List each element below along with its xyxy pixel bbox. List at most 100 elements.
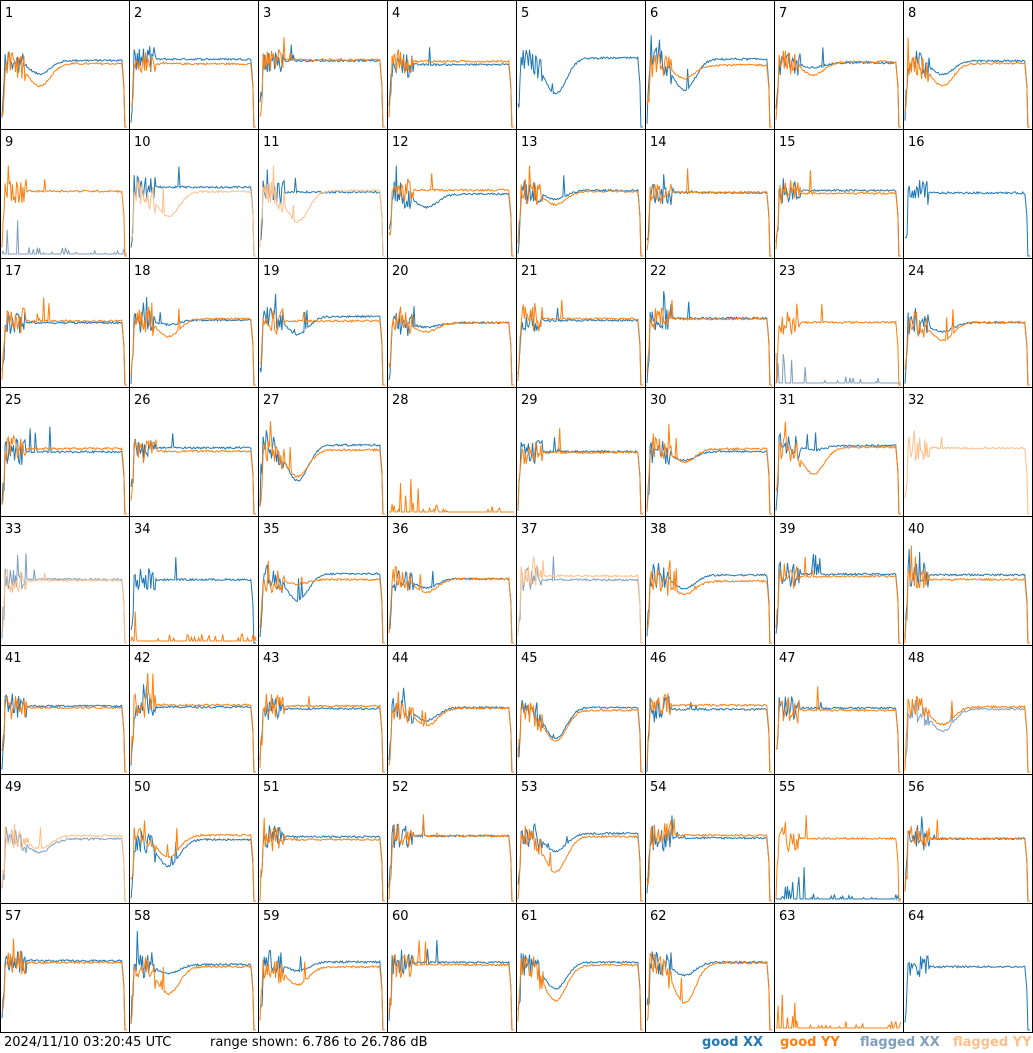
tile-number: 8 — [908, 6, 916, 21]
spectrum-yy — [904, 545, 1030, 644]
spectrum-xx — [904, 50, 1030, 128]
spectrum-xx — [517, 699, 643, 773]
tile-24: 24 — [903, 258, 1033, 388]
tile-2: 2 — [129, 0, 259, 130]
tile-31: 31 — [774, 387, 904, 517]
tile-number: 55 — [779, 780, 796, 795]
tile-46: 46 — [645, 645, 775, 775]
tile-frame — [516, 129, 646, 259]
tile-49: 49 — [0, 774, 130, 904]
tile-32: 32 — [903, 387, 1033, 517]
tile-number: 25 — [5, 393, 22, 408]
tile-51: 51 — [258, 774, 388, 904]
tile-4: 4 — [387, 0, 517, 130]
tile-number: 24 — [908, 264, 925, 279]
spectrum-yy — [1, 568, 127, 644]
tile-number: 60 — [392, 909, 409, 924]
range-shown: range shown: 6.786 to 26.786 dB — [210, 1035, 428, 1050]
tile-22: 22 — [645, 258, 775, 388]
tile-number: 47 — [779, 651, 796, 666]
spectrum-yy — [1, 165, 127, 257]
tile-number: 64 — [908, 909, 925, 924]
tile-54: 54 — [645, 774, 775, 904]
tile-39: 39 — [774, 516, 904, 646]
tile-frame — [129, 774, 259, 904]
tile-number: 57 — [5, 909, 22, 924]
tile-number: 33 — [5, 522, 22, 537]
legend-good-xx: good XX — [702, 1035, 764, 1050]
tile-number: 7 — [779, 6, 787, 21]
spectrum-xx — [388, 939, 514, 1031]
tile-43: 43 — [258, 645, 388, 775]
spectrum-yy — [1, 297, 127, 386]
tile-42: 42 — [129, 645, 259, 775]
tile-number: 43 — [263, 651, 280, 666]
spectrum-xx — [259, 698, 385, 773]
spectrum-xx — [1, 220, 127, 256]
tile-52: 52 — [387, 774, 517, 904]
tile-number: 11 — [263, 135, 280, 150]
spectrum-yy — [1, 938, 127, 1031]
tile-number: 1 — [5, 6, 13, 21]
spectrum-xx — [904, 955, 1030, 1031]
spectrum-yy — [388, 940, 514, 1031]
tile-53: 53 — [516, 774, 646, 904]
tile-1: 1 — [0, 0, 130, 130]
spectrum-yy — [517, 825, 643, 902]
spectrum-yy — [1, 51, 127, 128]
tile-number: 41 — [5, 651, 22, 666]
tile-number: 10 — [134, 135, 151, 150]
tile-5: 5 — [516, 0, 646, 130]
tile-64: 64 — [903, 903, 1033, 1033]
tile-number: 61 — [521, 909, 538, 924]
spectrum-yy — [904, 696, 1030, 773]
tile-frame — [258, 645, 388, 775]
spectrum-yy — [388, 306, 514, 386]
tile-15: 15 — [774, 129, 904, 259]
tile-28: 28 — [387, 387, 517, 517]
tile-frame — [903, 387, 1033, 517]
tile-number: 42 — [134, 651, 151, 666]
spectrum-xx — [646, 562, 772, 644]
tile-40: 40 — [903, 516, 1033, 646]
tile-14: 14 — [645, 129, 775, 259]
tile-57: 57 — [0, 903, 130, 1033]
spectrum-yy — [775, 303, 901, 386]
legend-good-yy: good YY — [780, 1035, 840, 1050]
tile-55: 55 — [774, 774, 904, 904]
tile-47: 47 — [774, 645, 904, 775]
spectrum-yy — [646, 818, 772, 902]
tile-number: 18 — [134, 264, 151, 279]
spectrum-xx — [905, 180, 1030, 257]
spectrum-yy — [130, 302, 256, 386]
tile-38: 38 — [645, 516, 775, 646]
tile-37: 37 — [516, 516, 646, 646]
spectrum-yy — [904, 37, 1030, 128]
spectrum-xx — [904, 698, 1030, 773]
spectrum-yy — [259, 421, 385, 515]
tile-number: 34 — [134, 522, 151, 537]
tile-20: 20 — [387, 258, 517, 388]
tile-number: 58 — [134, 909, 151, 924]
tile-number: 22 — [650, 264, 667, 279]
tile-frame — [645, 903, 775, 1033]
tile-number: 23 — [779, 264, 796, 279]
tile-number: 2 — [134, 6, 142, 21]
tile-number: 28 — [392, 393, 409, 408]
spectrum-xx — [259, 563, 385, 644]
tile-36: 36 — [387, 516, 517, 646]
tile-number: 53 — [521, 780, 538, 795]
tile-number: 52 — [392, 780, 409, 795]
spectrum-xx — [1, 553, 127, 644]
tile-35: 35 — [258, 516, 388, 646]
tile-34: 34 — [129, 516, 259, 646]
tile-number: 29 — [521, 393, 538, 408]
spectrum-xx — [904, 308, 1030, 386]
spectrum-yy — [904, 430, 1030, 515]
spectrum-xx — [130, 296, 256, 386]
spectrum-xx — [517, 556, 643, 644]
tile-number: 37 — [521, 522, 538, 537]
spectrum-xx — [517, 953, 643, 1031]
spectrum-yy — [388, 814, 514, 902]
